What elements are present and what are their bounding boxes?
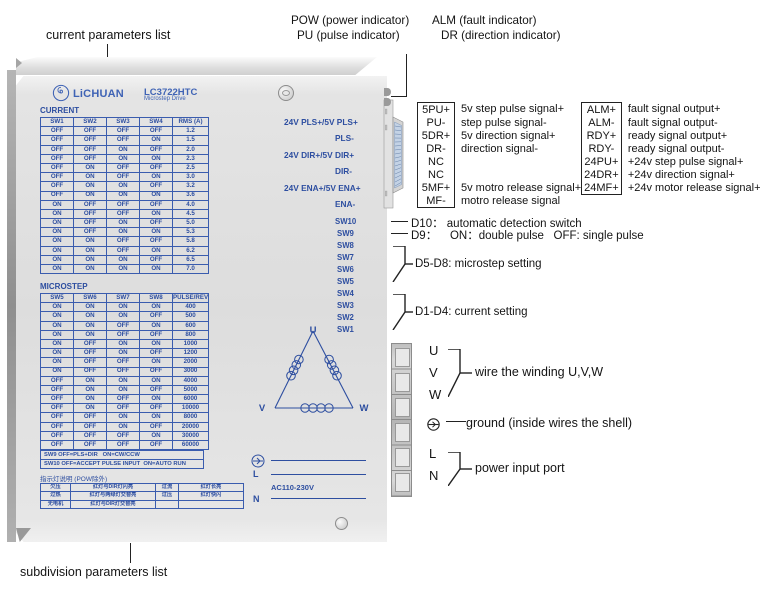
svg-text:V: V	[259, 403, 266, 414]
svg-text:W: W	[360, 403, 369, 414]
svg-text:U: U	[310, 325, 317, 336]
